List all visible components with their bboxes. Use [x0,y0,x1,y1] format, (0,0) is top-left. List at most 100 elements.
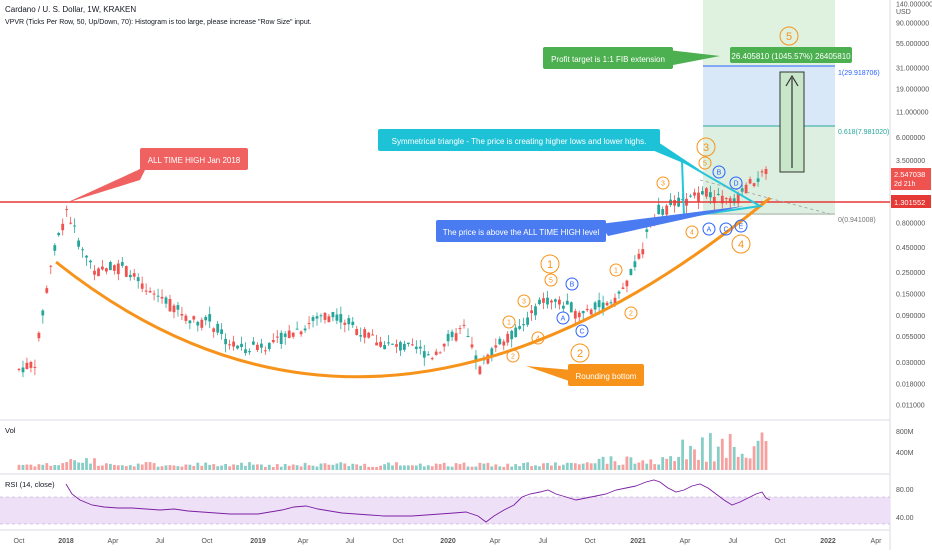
volume-bar [736,456,740,470]
price-tick-label: 90.000000 [896,20,929,27]
candle-body [196,321,200,326]
candle-body [637,253,641,259]
candle-body [709,192,712,198]
volume-bar [752,446,756,470]
volume-bar [502,467,506,470]
volume-bar [69,459,73,470]
wave-label-text: 2 [629,311,633,318]
volume-bar [375,466,378,470]
volume-bar [303,462,307,470]
candle-body [562,305,565,309]
volume-bar [291,464,295,470]
volume-bar [546,463,549,470]
volume-bar [569,463,573,470]
candle-body [558,299,561,305]
volume-bar [335,463,339,470]
volume-bar [693,449,696,470]
volume-bar [363,463,367,470]
volume-bar [77,462,80,470]
wave-label-circle [575,324,589,338]
volume-bar [21,464,25,470]
chart-title: Cardano / U. S. Dollar, 1W, KRAKEN [5,5,136,14]
candle-body [661,209,665,215]
volume-tick-400m: 400M [896,450,914,457]
volume-bar [283,464,287,470]
wave-label-text: 4 [738,239,744,251]
volume-bar [160,466,164,470]
candle-body [577,312,581,318]
wave-label-text: B [570,282,575,289]
ath-price-text: 1.301552 [894,198,925,207]
candle-body [542,298,545,303]
fib-label-1: 1(29.918706) [838,70,880,77]
wave-label-text: 5 [703,161,707,168]
candle-body [546,297,549,305]
candle-body [383,345,386,350]
candle-body [518,326,521,329]
volume-bar [538,466,541,470]
candle-body [585,308,589,311]
candle-body [641,249,645,255]
volume-bar [418,463,422,470]
time-tick-label: Apr [298,538,310,545]
candle-body [148,291,152,293]
candle-body [65,209,69,211]
candle-body [458,328,462,330]
volume-bar [120,465,124,470]
price-tick-label: 0.250000 [896,270,925,277]
candle-body [399,342,402,351]
volume-bar [506,463,510,470]
volume-bar [271,467,275,470]
candle-body [756,178,760,182]
candle-body [244,349,247,353]
candle-body [724,198,728,200]
wave-label-circle [565,277,579,291]
candle-body [192,316,196,320]
candle-body [248,351,251,353]
volume-bar [728,434,732,470]
callout-profit-text: Profit target is 1:1 FIB extension [551,55,665,64]
candle-body [267,342,271,350]
candle-body [97,268,100,277]
callout-triangle-text: Symmetrical triangle - The price is crea… [392,137,647,146]
volume-bar [311,465,315,470]
volume-bar [101,465,104,470]
wave-label-circle [685,225,699,239]
volume-bar [244,465,247,470]
candle-body [554,299,557,302]
candle-body [530,310,533,314]
fib-target-zone [703,66,835,126]
time-tick-label: 2018 [58,538,74,545]
fib-label-0618: 0.618(7.981020) [838,129,889,136]
volume-bar [315,466,319,470]
volume-bar [573,463,577,470]
price-tick-label: 0.450000 [896,245,925,252]
candle-body [200,319,204,328]
wave-label-circle [731,234,751,254]
volume-bar [470,466,474,470]
volume-bar [355,464,359,470]
candle-body [601,302,605,310]
candle-body [152,293,156,295]
volume-bar [168,465,172,470]
projection-arrowhead [785,74,799,87]
candle-body [319,315,323,317]
candle-body [657,204,661,215]
wave-label-circle [502,315,516,329]
candle-body [522,324,525,326]
volume-bar [196,462,200,470]
candle-body [625,280,629,287]
price-tick-label: 0.011000 [896,402,925,409]
volume-bar [208,464,212,470]
volume-bar [542,463,545,470]
volume-bar [61,463,65,470]
volume-bar [641,460,645,470]
volume-bar [267,464,271,470]
candle-body [617,291,621,294]
volume-bar [609,456,613,470]
time-tick-label: Oct [14,538,25,545]
candle-body [613,297,617,305]
time-tick-label: Apr [490,538,502,545]
volume-bar [720,438,724,470]
